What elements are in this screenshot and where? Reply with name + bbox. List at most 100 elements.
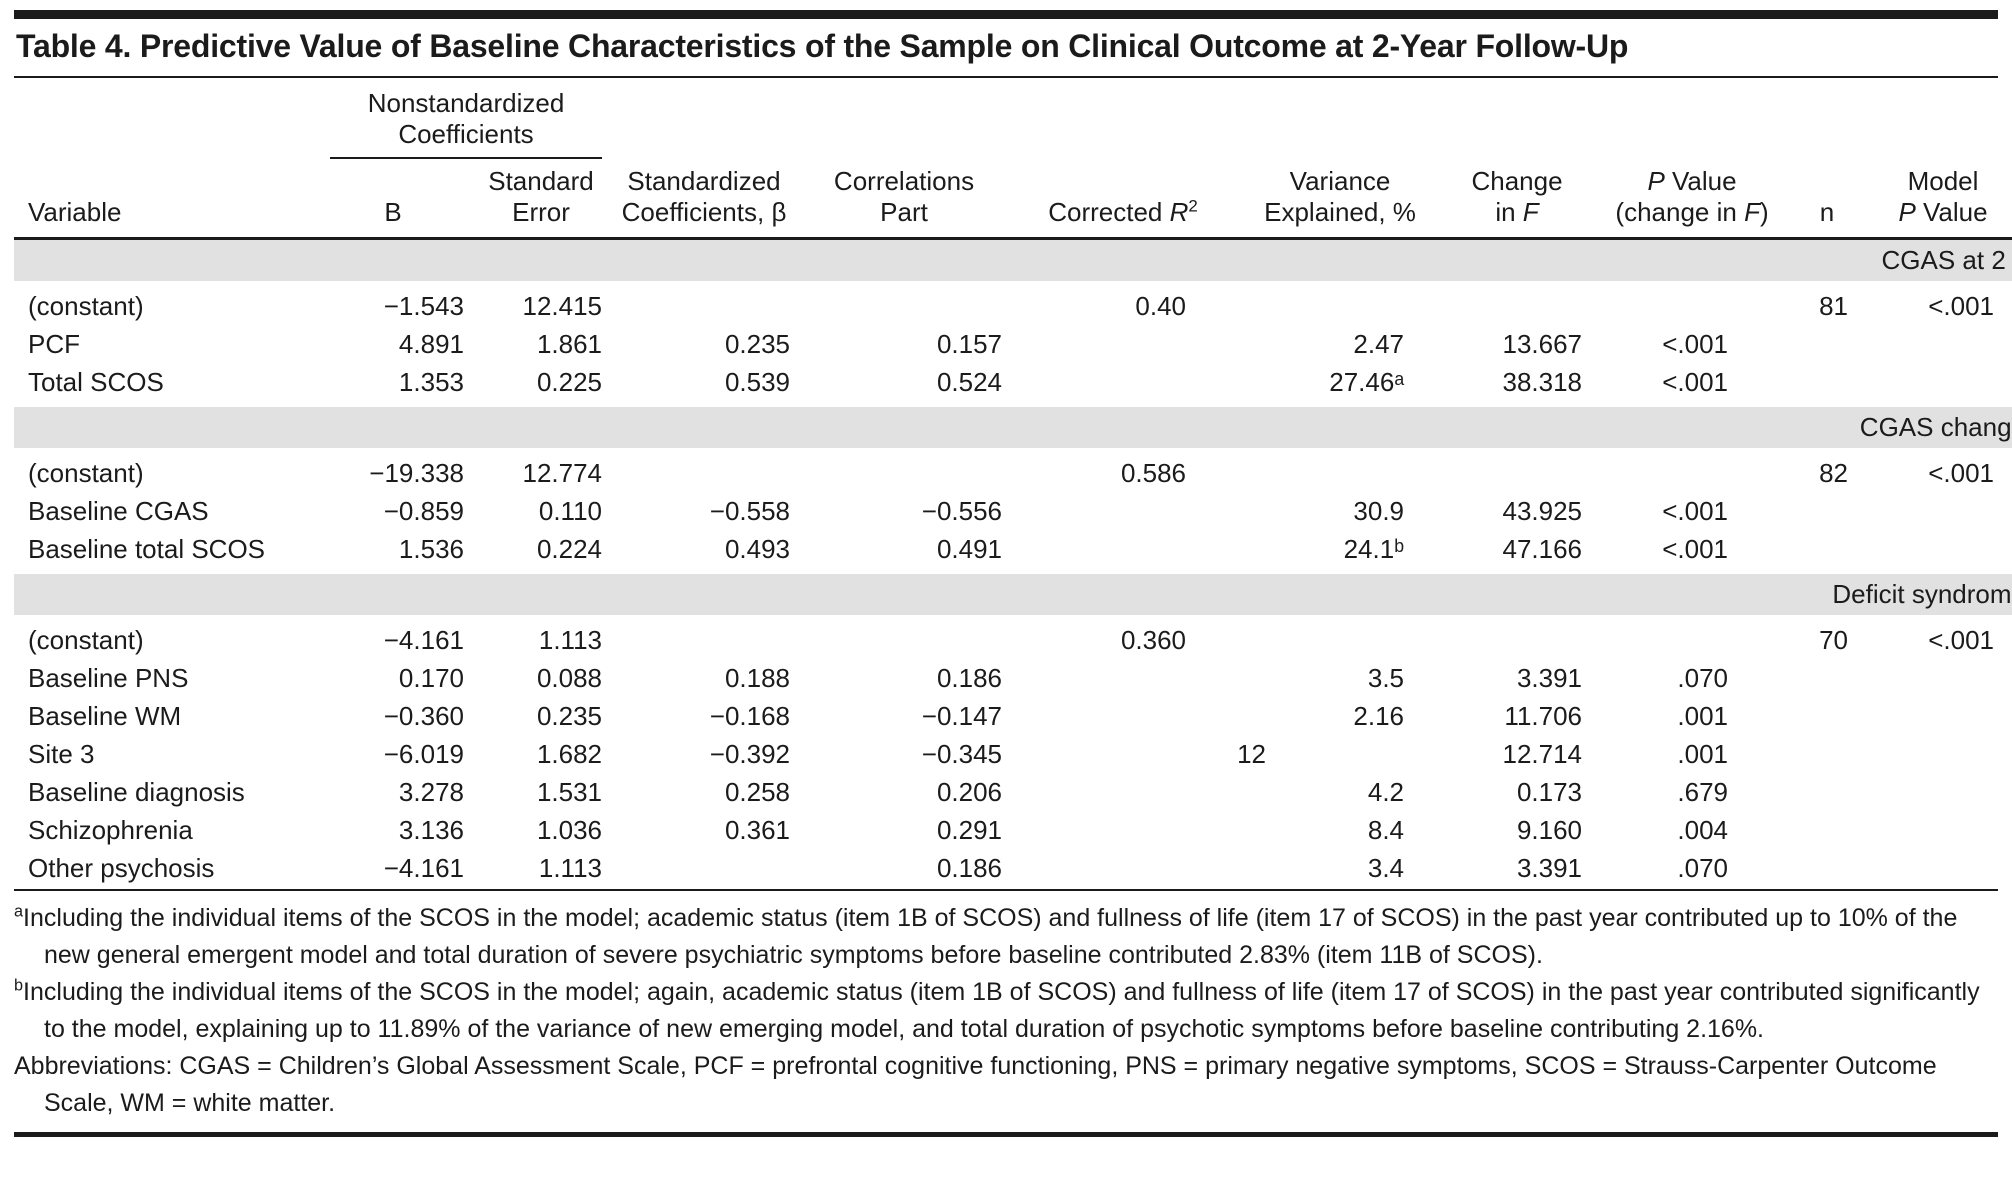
data-cell [1444,287,1590,325]
col-header-standardized-coefficients: Standardized Coefficients, β [610,78,798,239]
section-cell: Deficit syndrome [14,568,2012,621]
data-cell: 0.110 [538,496,603,526]
col-header-p-value-change-in-f: P Value (change in F) [1590,78,1794,239]
f-symbol: F [1522,197,1539,227]
col-header-correlations-part: Correlations Part [798,78,1010,239]
data-cell: <.001 [1662,496,1729,526]
row-label-cell: PCF [28,329,80,359]
table-body: CGAS at 2 y (constant) −1.543 12.415 0.40 81… [14,239,2012,888]
data-cell: 0.225 [536,367,603,397]
data-cell [1794,363,1860,401]
data-cell [1444,621,1590,659]
table-row: (constant) −4.161 1.113 0.360 70 <.001 [14,621,2012,659]
table-row: Schizophrenia 3.136 1.036 0.361 0.291 8.4 9.16… [14,811,2012,849]
row-label-cell: Baseline total SCOS [28,534,266,564]
data-cell: <.001 [1928,625,1995,655]
data-cell: −0.168 [709,701,791,731]
data-cell [1590,621,1794,659]
row-label-cell: Total SCOS [28,367,164,397]
data-cell: 12.774 [522,458,603,488]
col-header-line: Standard [488,166,594,196]
data-cell: 38.318 [1502,367,1583,397]
data-cell [1010,492,1236,530]
data-cell: 47.166 [1502,534,1583,564]
data-cell: 0.235 [724,329,791,359]
row-label-cell: Baseline diagnosis [28,777,245,807]
table-header: Variable Nonstandardized Coefficients St… [14,78,2012,239]
col-header-model-p-value: Model P Value [1860,78,2012,239]
table-row: (constant) −19.338 12.774 0.586 82 <.001 [14,454,2012,492]
top-rule [14,10,1998,19]
data-cell: 3.5 [1367,663,1405,693]
data-cell [1794,773,1860,811]
regression-table: Variable Nonstandardized Coefficients St… [14,78,2012,887]
data-cell: 12.714 [1502,739,1583,769]
data-cell: .004 [1677,815,1729,845]
data-cell [1860,735,2012,773]
table-row: Baseline PNS 0.170 0.088 0.188 0.186 3.5 3.391… [14,659,2012,697]
data-cell: 3.391 [1516,663,1583,693]
data-cell: <.001 [1928,458,1995,488]
data-cell: 9.160 [1516,815,1583,845]
data-cell [1010,697,1236,735]
data-cell: 82 [1819,458,1849,488]
data-cell: <.001 [1662,367,1729,397]
data-cell: −0.859 [383,496,464,526]
col-header-b: B [314,159,472,239]
data-cell: 0.40 [1135,291,1187,321]
data-cell [1860,530,2012,568]
data-cell: 4.891 [398,329,464,359]
data-cell [1860,325,2012,363]
data-cell: 8.4 [1367,815,1405,845]
data-cell [1794,492,1860,530]
col-header-change-in-f: Change in F [1444,78,1590,239]
data-cell: <.001 [1662,329,1729,359]
table-row: (constant) −1.543 12.415 0.40 81 <.001 [14,287,2012,325]
data-cell [610,287,798,325]
data-cell: 0.493 [724,534,791,564]
data-cell [610,621,798,659]
data-cell: 12.415 [522,291,603,321]
col-header-line: Correlations [833,166,975,196]
data-cell [1590,287,1794,325]
f-symbol: F [1744,197,1760,227]
data-cell: 0.088 [536,663,603,693]
row-label-cell: Site 3 [28,739,95,769]
col-header-text: Value [1664,166,1737,196]
data-cell [1794,697,1860,735]
data-cell: 0.360 [1120,625,1187,655]
spanner-line1: Nonstandardized [367,88,565,118]
data-cell: −0.360 [383,701,464,731]
data-cell: −1.543 [383,291,464,321]
row-label-cell: Other psychosis [28,853,215,883]
spanner-line2: Coefficients [398,119,534,149]
col-header-text: Corrected [1048,197,1170,227]
data-cell [798,621,1010,659]
col-header-text: Value [1915,197,1988,227]
data-cell: −0.556 [921,496,1003,526]
data-cell: 0.170 [398,663,464,693]
data-cell [1860,811,2012,849]
data-cell: 1.353 [398,367,464,397]
data-cell [1010,325,1236,363]
footnotes: aIncluding the individual items of the S… [14,889,1998,1122]
data-cell: 0.291 [936,815,1003,845]
section-label: Deficit syndrome [14,574,2012,615]
data-cell [1010,659,1236,697]
data-cell: −0.147 [921,701,1003,731]
data-cell [1236,621,1444,659]
col-header-variable: Variable [14,78,314,239]
data-cell: −19.338 [369,458,464,488]
data-cell: −6.019 [383,739,464,769]
section-header-row: CGAS change [14,401,2012,454]
data-cell: −0.345 [921,739,1003,769]
p-symbol: P [1647,166,1665,196]
table-row: Other psychosis −4.161 1.113 0.186 3.4 3.391.… [14,849,2012,887]
section-header-row: CGAS at 2 y [14,239,2012,288]
data-cell: 0.491 [936,534,1003,564]
data-cell: .679 [1677,777,1729,807]
row-label-cell: Schizophrenia [28,815,193,845]
table-row: Baseline total SCOS 1.536 0.224 0.493 0.491 2… [14,530,2012,568]
data-cell [1860,697,2012,735]
data-cell [1794,325,1860,363]
